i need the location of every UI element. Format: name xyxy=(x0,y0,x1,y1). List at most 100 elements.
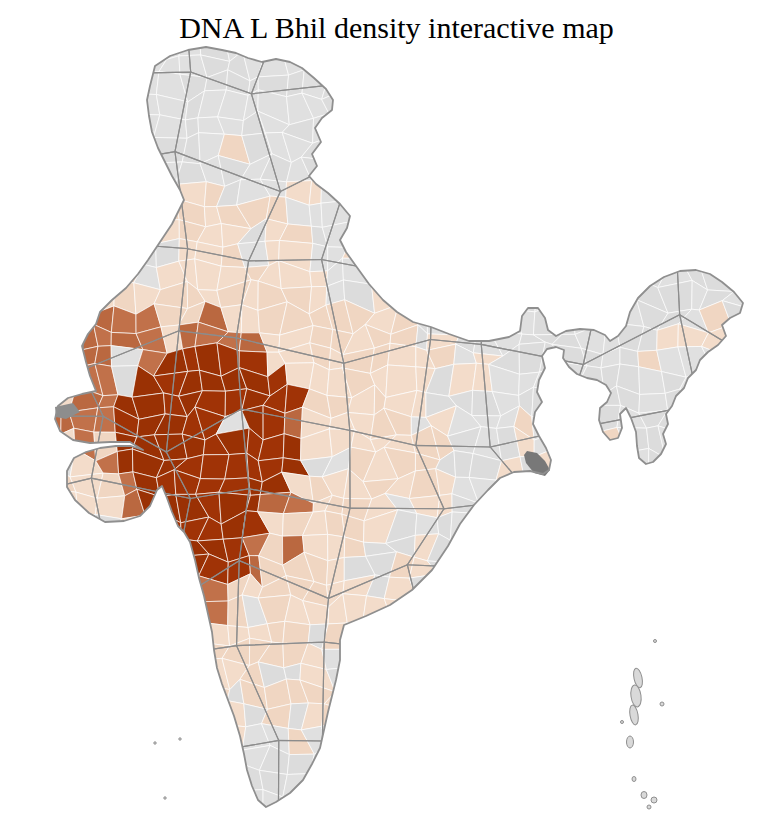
district[interactable] xyxy=(160,606,187,625)
district[interactable] xyxy=(536,598,561,626)
district[interactable] xyxy=(552,645,580,664)
district[interactable] xyxy=(511,543,544,560)
district[interactable] xyxy=(474,196,493,222)
district[interactable] xyxy=(36,343,50,369)
district[interactable] xyxy=(657,552,685,584)
district[interactable] xyxy=(328,770,347,796)
district[interactable] xyxy=(116,205,141,220)
district[interactable] xyxy=(622,198,649,228)
district[interactable] xyxy=(413,30,433,62)
district[interactable] xyxy=(125,241,144,264)
district[interactable] xyxy=(160,574,183,606)
district[interactable] xyxy=(720,433,754,461)
district[interactable] xyxy=(71,514,99,542)
district[interactable] xyxy=(111,37,139,60)
district[interactable] xyxy=(31,368,52,396)
district[interactable] xyxy=(597,531,622,565)
district[interactable] xyxy=(386,142,416,161)
district[interactable] xyxy=(585,228,599,247)
district[interactable] xyxy=(417,281,429,315)
district[interactable] xyxy=(451,575,472,596)
district[interactable] xyxy=(449,196,479,226)
district[interactable] xyxy=(669,28,685,59)
district[interactable] xyxy=(638,642,666,667)
district[interactable] xyxy=(394,809,408,815)
district[interactable] xyxy=(575,618,604,648)
district[interactable] xyxy=(100,261,125,282)
district[interactable] xyxy=(727,700,746,733)
district[interactable] xyxy=(554,139,576,161)
district[interactable] xyxy=(620,565,648,581)
district[interactable] xyxy=(682,638,710,670)
district[interactable] xyxy=(436,743,451,772)
district[interactable] xyxy=(457,707,479,733)
district[interactable] xyxy=(642,720,671,751)
district[interactable] xyxy=(510,92,540,125)
district[interactable] xyxy=(74,51,103,76)
district[interactable] xyxy=(410,765,437,789)
district[interactable] xyxy=(581,762,607,797)
district[interactable] xyxy=(556,727,575,746)
district[interactable] xyxy=(113,158,144,186)
district[interactable] xyxy=(53,704,74,728)
district[interactable] xyxy=(728,114,752,145)
district[interactable] xyxy=(725,685,747,712)
district[interactable] xyxy=(511,809,545,815)
district[interactable] xyxy=(680,40,713,60)
district[interactable] xyxy=(578,99,605,124)
district[interactable] xyxy=(560,788,587,815)
district[interactable] xyxy=(599,154,620,178)
district[interactable] xyxy=(511,518,544,545)
district[interactable] xyxy=(347,221,376,247)
district[interactable] xyxy=(176,706,209,730)
district[interactable] xyxy=(384,599,418,624)
district[interactable] xyxy=(322,161,353,182)
district[interactable] xyxy=(661,195,685,223)
district[interactable] xyxy=(468,623,501,647)
district[interactable] xyxy=(750,246,769,266)
district[interactable] xyxy=(747,259,769,292)
district[interactable] xyxy=(363,744,395,776)
district[interactable] xyxy=(70,662,93,679)
district[interactable] xyxy=(330,136,349,166)
district[interactable] xyxy=(730,162,742,186)
district[interactable] xyxy=(657,491,690,524)
district[interactable] xyxy=(625,624,645,650)
district[interactable] xyxy=(600,301,625,323)
district[interactable] xyxy=(99,160,125,186)
district[interactable] xyxy=(748,664,769,687)
district[interactable] xyxy=(536,514,564,542)
district[interactable] xyxy=(534,680,556,706)
district[interactable] xyxy=(729,176,745,206)
district[interactable] xyxy=(554,574,584,599)
district[interactable] xyxy=(556,680,579,705)
district[interactable] xyxy=(90,99,119,117)
district[interactable] xyxy=(510,115,535,147)
district[interactable] xyxy=(490,742,522,774)
district[interactable] xyxy=(679,451,706,477)
district[interactable] xyxy=(558,447,587,482)
district[interactable] xyxy=(573,174,598,207)
district[interactable] xyxy=(120,648,141,667)
district[interactable] xyxy=(158,702,176,730)
district[interactable] xyxy=(680,791,710,815)
district[interactable] xyxy=(636,223,670,245)
district[interactable] xyxy=(721,322,752,354)
district[interactable] xyxy=(135,137,153,163)
district[interactable] xyxy=(543,766,562,788)
district[interactable] xyxy=(595,577,626,599)
district[interactable] xyxy=(78,153,99,187)
district[interactable] xyxy=(474,768,502,793)
district[interactable] xyxy=(703,178,730,205)
district[interactable] xyxy=(54,114,74,134)
district[interactable] xyxy=(426,225,452,251)
district[interactable] xyxy=(476,660,502,688)
district[interactable] xyxy=(160,624,187,644)
district[interactable] xyxy=(565,387,583,415)
district[interactable] xyxy=(365,97,397,116)
district[interactable] xyxy=(704,703,733,733)
district[interactable] xyxy=(51,330,80,352)
district[interactable] xyxy=(625,644,641,667)
district[interactable] xyxy=(449,222,479,243)
district[interactable] xyxy=(468,595,502,626)
